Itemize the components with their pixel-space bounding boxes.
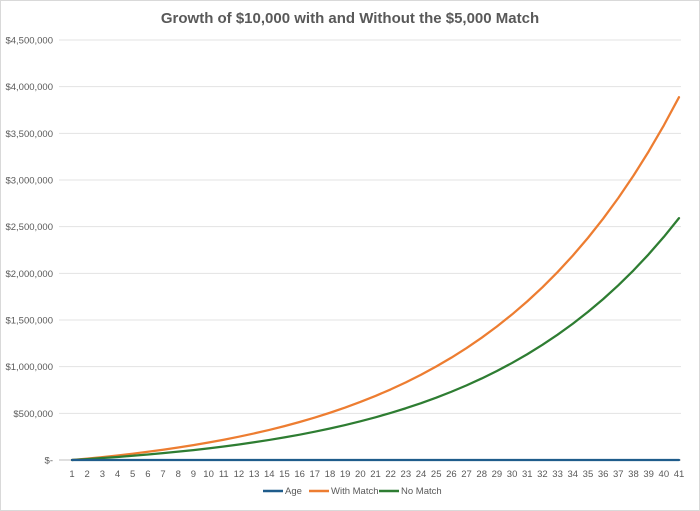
x-tick-label: 31 — [522, 469, 533, 480]
legend: Age With Match No Match — [263, 486, 442, 497]
x-tick-label: 34 — [567, 469, 578, 480]
y-tick-label: $1,500,000 — [5, 316, 53, 327]
y-tick-label: $- — [45, 456, 53, 467]
x-tick-label: 38 — [628, 469, 639, 480]
x-tick-label: 2 — [85, 469, 90, 480]
x-tick-label: 20 — [355, 469, 366, 480]
x-tick-label: 17 — [310, 469, 321, 480]
chart-title: Growth of $10,000 with and Without the $… — [161, 10, 539, 27]
x-tick-label: 14 — [264, 469, 275, 480]
legend-item-age: Age — [263, 486, 302, 497]
x-tick-label: 21 — [370, 469, 381, 480]
x-tick-label: 4 — [115, 469, 120, 480]
x-tick-label: 16 — [294, 469, 305, 480]
x-tick-label: 30 — [507, 469, 518, 480]
x-tick-label: 5 — [130, 469, 135, 480]
x-tick-label: 24 — [416, 469, 427, 480]
y-axis-tick-labels: $- $500,000 $1,000,000 $1,500,000 $2,000,000… — [5, 36, 53, 467]
y-tick-label: $500,000 — [13, 409, 53, 420]
x-tick-label: 8 — [176, 469, 181, 480]
x-tick-label: 15 — [279, 469, 290, 480]
x-tick-label: 27 — [461, 469, 472, 480]
x-tick-label: 10 — [203, 469, 214, 480]
legend-label: With Match — [331, 486, 379, 497]
x-tick-label: 12 — [234, 469, 245, 480]
x-tick-label: 22 — [385, 469, 396, 480]
y-tick-label: $2,500,000 — [5, 222, 53, 233]
x-tick-label: 41 — [674, 469, 685, 480]
x-tick-label: 36 — [598, 469, 609, 480]
x-tick-label: 25 — [431, 469, 442, 480]
x-tick-label: 13 — [249, 469, 260, 480]
x-tick-label: 9 — [191, 469, 196, 480]
x-tick-label: 18 — [325, 469, 336, 480]
x-tick-label: 6 — [145, 469, 150, 480]
y-tick-label: $4,500,000 — [5, 36, 53, 47]
series-line-no-match — [70, 217, 681, 462]
x-tick-label: 11 — [219, 469, 229, 480]
legend-label: No Match — [401, 486, 442, 497]
legend-label: Age — [285, 486, 302, 497]
x-tick-label: 29 — [492, 469, 503, 480]
legend-item-with-match: With Match — [309, 486, 379, 497]
y-tick-label: $4,000,000 — [5, 82, 53, 93]
x-tick-label: 33 — [552, 469, 563, 480]
x-tick-label: 35 — [583, 469, 594, 480]
y-tick-label: $3,500,000 — [5, 129, 53, 140]
x-tick-label: 39 — [643, 469, 654, 480]
x-tick-label: 26 — [446, 469, 457, 480]
x-tick-label: 32 — [537, 469, 548, 480]
gridlines — [59, 39, 681, 461]
x-tick-label: 3 — [100, 469, 105, 480]
x-tick-label: 23 — [401, 469, 412, 480]
x-tick-label: 7 — [160, 469, 165, 480]
x-axis-tick-labels: 1 2 3 4 5 6 7 8 9 10 11 12 13 14 15 16 17 18 19 20 21 22 23 24 2… — [69, 469, 684, 480]
x-tick-label: 1 — [69, 469, 74, 480]
y-tick-label: $3,000,000 — [5, 176, 53, 187]
x-tick-label: 37 — [613, 469, 624, 480]
x-tick-label: 28 — [476, 469, 487, 480]
series-line-with-match — [70, 96, 681, 462]
legend-item-no-match: No Match — [379, 486, 442, 497]
x-tick-label: 19 — [340, 469, 351, 480]
series-lines — [70, 96, 681, 462]
x-tick-label: 40 — [659, 469, 670, 480]
y-tick-label: $1,000,000 — [5, 362, 53, 373]
y-tick-label: $2,000,000 — [5, 269, 53, 280]
